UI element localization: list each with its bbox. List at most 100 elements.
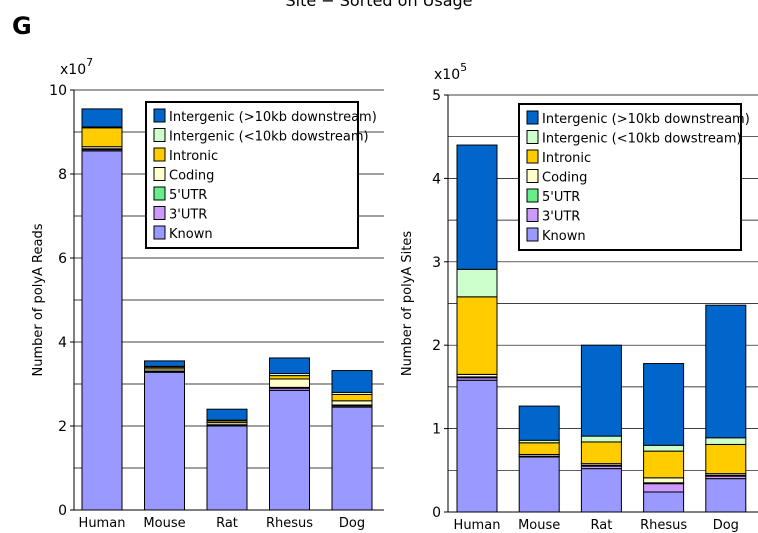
figure-title: Site − Sorted on Usage xyxy=(285,0,473,10)
legend-swatch xyxy=(526,227,539,242)
y-axis-label: Number of polyA Sites xyxy=(400,231,415,377)
bar-stack-mouse xyxy=(144,360,185,511)
legend-swatch xyxy=(526,169,539,183)
chart-panel-1: Human Mouse Rat Rhesus Dog 0 2 4 6 8 10 x107 Number … xyxy=(31,56,384,531)
y-tick-label: 0 xyxy=(432,505,441,521)
bar-segment xyxy=(518,405,560,441)
bar-segment xyxy=(705,437,747,445)
bar-segment xyxy=(456,296,498,375)
y-tick-label: 0 xyxy=(58,503,67,519)
bar-segment xyxy=(331,406,373,511)
legend-swatch xyxy=(526,208,539,222)
x-tick-label: Rat xyxy=(216,516,238,531)
y-tick-label: 2 xyxy=(58,419,67,435)
y-tick-label: 2 xyxy=(432,338,441,354)
bar-segment xyxy=(518,442,560,455)
bar-segment xyxy=(705,478,747,513)
bar-segment xyxy=(331,370,373,393)
bar-segment xyxy=(643,477,685,484)
y-tick-label: 8 xyxy=(58,167,67,183)
y-tick-label: 5 xyxy=(432,88,441,104)
legend-box xyxy=(518,103,742,251)
x-tick-label: Dog xyxy=(713,518,739,533)
bar-segment xyxy=(643,491,685,513)
y-tick-label: 10 xyxy=(49,83,67,99)
bar-stack-human xyxy=(456,144,498,513)
legend-swatch xyxy=(153,225,166,240)
legend-swatch xyxy=(526,130,539,144)
bar-segment xyxy=(643,483,685,493)
x-tick-label: Human xyxy=(454,518,501,533)
legend-swatch xyxy=(153,167,166,181)
bar-segment xyxy=(580,468,622,513)
legend-label: Coding xyxy=(542,171,587,186)
legend: Intergenic (>10kb downstream) Intergenic … xyxy=(145,101,377,249)
bar-stack-rat xyxy=(206,408,248,511)
legend: Intergenic (>10kb downstream) Intergenic … xyxy=(518,103,750,251)
legend-label: Intergenic (>10kb downstream) xyxy=(542,112,750,127)
y-tick-label: 4 xyxy=(432,171,441,187)
axis-multiplier-exponent: 5 xyxy=(460,61,467,74)
bar-segment xyxy=(269,389,310,511)
bar-segment xyxy=(331,394,373,402)
x-tick-label: Rat xyxy=(590,518,612,533)
legend-swatch xyxy=(526,188,539,203)
x-tick-label: Mouse xyxy=(143,516,185,531)
legend-label: Intergenic (<10kb dowstream) xyxy=(542,132,742,147)
bar-segment xyxy=(456,268,498,298)
bar-segment xyxy=(269,375,310,380)
y-tick-label: 3 xyxy=(432,255,441,271)
legend-swatch xyxy=(153,108,166,123)
bar-stack-human xyxy=(81,108,123,511)
bar-segment xyxy=(705,443,747,475)
y-tick-label: 6 xyxy=(58,251,67,267)
legend-box xyxy=(145,101,359,249)
axis-multiplier: x105 xyxy=(434,61,467,83)
y-tick-label: 4 xyxy=(58,335,67,351)
bar-segment xyxy=(643,444,685,452)
legend-label: Known xyxy=(169,227,213,242)
bar-stack-rhesus xyxy=(643,363,685,513)
bar-segment xyxy=(269,357,310,374)
y-tick-label: 1 xyxy=(432,422,441,438)
legend-label: 3'UTR xyxy=(542,210,580,225)
x-tick-label: Rhesus xyxy=(640,518,687,533)
legend-swatch xyxy=(153,206,166,220)
legend-swatch xyxy=(153,128,166,142)
bar-segment xyxy=(81,150,123,511)
legend-label: Coding xyxy=(169,169,214,184)
panel-letter: G xyxy=(12,12,32,40)
bar-stack-mouse xyxy=(518,405,560,513)
legend-swatch xyxy=(526,149,539,164)
bar-segment xyxy=(580,441,622,465)
legend-label: Intronic xyxy=(169,149,218,164)
legend-swatch xyxy=(153,147,166,162)
bar-stack-dog xyxy=(331,370,373,511)
bar-segment xyxy=(269,378,310,388)
legend-label: Known xyxy=(542,229,586,244)
legend-swatch xyxy=(153,186,166,201)
bar-segment xyxy=(206,408,248,421)
legend-label: Intronic xyxy=(542,151,591,166)
bar-stack-dog xyxy=(705,304,747,513)
bar-segment xyxy=(206,425,248,511)
y-axis-label: Number of polyA Reads xyxy=(31,223,46,376)
bar-segment xyxy=(518,456,560,513)
legend-label: Intergenic (<10kb dowstream) xyxy=(169,130,369,145)
bar-stack-rat xyxy=(580,344,622,513)
bar-segment xyxy=(580,344,622,437)
bar-segment xyxy=(643,363,685,446)
bar-segment xyxy=(456,144,498,270)
legend-label: Intergenic (>10kb downstream) xyxy=(169,110,377,125)
bar-segment xyxy=(144,371,185,511)
bar-segment xyxy=(456,379,498,513)
x-tick-label: Rhesus xyxy=(266,516,313,531)
bar-segment xyxy=(81,108,123,128)
bar-stack-rhesus xyxy=(269,357,310,511)
bar-segment xyxy=(81,127,123,148)
legend-label: 3'UTR xyxy=(169,208,207,223)
x-tick-label: Dog xyxy=(339,516,365,531)
bar-segment xyxy=(331,400,373,406)
